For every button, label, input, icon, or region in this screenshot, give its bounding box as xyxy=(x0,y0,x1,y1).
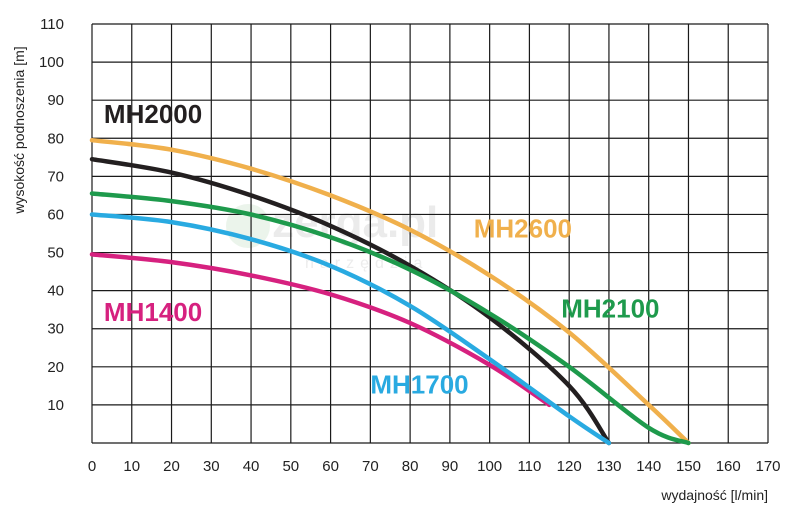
x-tick-label: 140 xyxy=(636,458,661,475)
series-line-mh2600 xyxy=(89,137,691,446)
series-label-mh1400: MH1400 xyxy=(104,297,202,327)
x-tick-label: 50 xyxy=(282,458,299,475)
x-tick-label: 30 xyxy=(203,458,220,475)
x-tick-label: 100 xyxy=(477,458,502,475)
y-tick-label: 10 xyxy=(47,397,64,414)
x-tick-label: 20 xyxy=(163,458,180,475)
y-tick-label: 20 xyxy=(47,359,64,376)
x-tick-label: 120 xyxy=(557,458,582,475)
series-label-mh2600: MH2600 xyxy=(474,213,572,243)
y-tick-label: 50 xyxy=(47,245,64,262)
y-tick-label: 30 xyxy=(47,321,64,338)
x-tick-label: 170 xyxy=(755,458,780,475)
x-tick-label: 160 xyxy=(716,458,741,475)
y-tick-label: 70 xyxy=(47,168,64,185)
y-axis-title: wysokość podnoszenia [m] xyxy=(11,46,27,214)
y-tick-label: 90 xyxy=(47,92,64,109)
series-label-mh2100: MH2100 xyxy=(561,293,659,323)
x-tick-label: 110 xyxy=(517,458,541,475)
x-tick-label: 0 xyxy=(88,458,96,475)
series-line-mh1400 xyxy=(89,252,552,408)
series-line-mh1700 xyxy=(89,212,612,446)
series-label-mh1700: MH1700 xyxy=(370,369,468,399)
x-tick-label: 90 xyxy=(442,458,459,475)
y-tick-label: 60 xyxy=(47,206,64,223)
series-label-mh2000: MH2000 xyxy=(104,99,202,129)
x-tick-label: 130 xyxy=(596,458,621,475)
series-line-mh2000 xyxy=(89,156,612,446)
series-labels: MH2000 MH2600 MH2100 MH1400 MH1700 xyxy=(104,99,660,399)
x-tick-label: 70 xyxy=(362,458,379,475)
y-tick-label: 100 xyxy=(39,54,64,71)
series-lines xyxy=(89,137,691,446)
x-tick-label: 60 xyxy=(322,458,339,475)
y-tick-label: 40 xyxy=(47,283,64,300)
y-tick-label: 110 xyxy=(40,16,64,33)
x-tick-label: 40 xyxy=(243,458,260,475)
y-tick-labels: 10 20 30 40 50 60 70 80 90 100 110 xyxy=(39,16,64,414)
y-tick-label: 80 xyxy=(47,130,64,147)
x-tick-label: 150 xyxy=(676,458,701,475)
series-line-mh2100 xyxy=(89,191,691,446)
x-tick-label: 80 xyxy=(402,458,419,475)
x-axis-title: wydajność [l/min] xyxy=(660,487,768,503)
grid xyxy=(91,23,769,444)
x-tick-label: 10 xyxy=(123,458,140,475)
x-tick-labels: 0 10 20 30 40 50 60 70 80 90 100 110 120 130 140 150 160… xyxy=(88,458,781,475)
